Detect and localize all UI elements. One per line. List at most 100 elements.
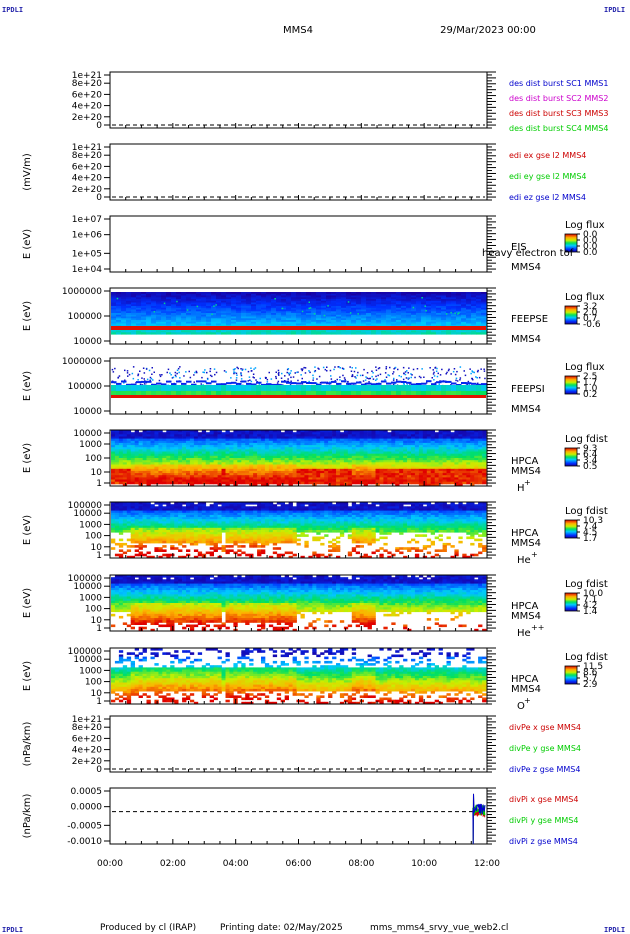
y-tick-label: 8e+20 <box>72 79 103 89</box>
y-tick-label: 0.0000 <box>71 803 103 813</box>
y-tick-label: 100 <box>85 678 102 688</box>
y-tick-label: 2e+20 <box>72 113 103 123</box>
y-tick-label: 1 <box>96 479 102 489</box>
spectrogram-cells <box>111 366 487 398</box>
x-tick-label: 04:00 <box>223 859 249 869</box>
y-tick-label: 1000 <box>79 440 102 450</box>
x-tick-label: 00:00 <box>97 859 123 869</box>
species-charge: + <box>524 696 531 705</box>
y-tick-label: 1000 <box>79 593 102 603</box>
y-tick-label: 10 <box>91 468 103 478</box>
y-tick-label: 1e+06 <box>72 231 103 241</box>
corner-label-bottom-right: IPDLI <box>604 926 625 934</box>
colorbar-title: Log flux <box>565 292 605 303</box>
y-tick-label: 1e+21 <box>72 715 102 725</box>
y-tick-label: 1000000 <box>62 357 102 367</box>
y-axis-label: E (eV) <box>22 661 33 691</box>
y-tick-label: 4e+20 <box>72 102 103 112</box>
y-tick-label: 2e+20 <box>72 185 103 195</box>
colorbar <box>564 592 578 612</box>
x-tick-label: 08:00 <box>348 859 374 869</box>
y-tick-label: 1e+21 <box>72 143 102 153</box>
colorbar-title: Log fdist <box>565 652 608 663</box>
colorbar-tick-label: 0.0 <box>583 242 598 252</box>
y-tick-label: 10000 <box>73 337 102 347</box>
colorbar-tick-label: 5.7 <box>583 674 597 684</box>
panel-11: 0.0005 0.0000 -0.0005 -0.0010 (nPa/km) divPi … <box>22 787 578 847</box>
legend-entry: des dist burst SC3 MMS3 <box>509 109 608 118</box>
colorbar-tick-label: 4.5 <box>583 528 597 538</box>
legend-entry: divPi x gse MMS4 <box>509 795 578 804</box>
instrument-label: HPCA <box>511 674 539 685</box>
y-tick-label: 100000 <box>68 647 103 657</box>
colorbar-tick-label: 8.6 <box>583 668 598 678</box>
colorbar-tick-label: 0.5 <box>583 462 597 472</box>
y-tick-label: 4e+20 <box>72 746 103 756</box>
species-label: heavy electron tof <box>482 248 574 259</box>
panel-frame <box>109 715 488 773</box>
plot-date: 29/Mar/2023 00:00 <box>440 25 536 36</box>
y-tick-label: 10000 <box>73 509 102 519</box>
footer-printing-date: Printing date: 02/May/2025 <box>220 923 343 933</box>
legend-entry: divPe z gse MMS4 <box>509 765 580 774</box>
colorbar <box>564 447 578 467</box>
y-tick-label: 100000 <box>68 574 103 584</box>
y-tick-label: 1e+04 <box>72 265 103 275</box>
colorbar-tick-label: 7.4 <box>583 522 598 532</box>
instrument-label: HPCA <box>511 601 539 612</box>
legend-entry: edi ex gse l2 MMS4 <box>509 151 586 160</box>
y-axis-label: E (eV) <box>22 443 33 473</box>
colorbar-tick-label: 2.5 <box>583 372 597 382</box>
instrument-label: HPCA <box>511 528 539 539</box>
instrument-label: HPCA <box>511 456 539 467</box>
spectrogram-cells <box>111 430 487 487</box>
y-tick-label: 100 <box>85 532 102 542</box>
y-tick-label: 6e+20 <box>72 734 103 744</box>
panel-5: 1000000 100000 10000 E (eV) Log flux2.51.71.… <box>22 357 605 417</box>
x-tick-label: 02:00 <box>160 859 186 869</box>
y-tick-label: 6e+20 <box>72 90 103 100</box>
plot-title: MMS4 <box>283 25 313 36</box>
colorbar-tick-label: 0.2 <box>583 390 597 400</box>
y-tick-label: 10000 <box>73 407 102 417</box>
y-axis-label: E (eV) <box>22 515 33 545</box>
species-symbol: H <box>517 483 525 494</box>
instrument-label: EIS <box>511 242 527 253</box>
colorbar-tick-label: 2.9 <box>583 680 598 690</box>
colorbar-tick-label: 7.1 <box>583 595 597 605</box>
y-tick-label: 100000 <box>68 382 103 392</box>
y-tick-label: 100000 <box>68 501 103 511</box>
footer-produced-by: Produced by cl (IRAP) <box>100 923 196 933</box>
colorbar-tick-label: 10.3 <box>583 516 603 526</box>
legend-entry: divPi z gse MMS4 <box>509 837 578 846</box>
species-symbol: He <box>517 628 531 639</box>
colorbar-tick-label: 2.0 <box>583 308 598 318</box>
x-tick-label: 06:00 <box>286 859 312 869</box>
instrument-label: FEEPSI <box>511 384 545 395</box>
spacecraft-label: MMS4 <box>511 466 541 477</box>
colorbar-tick-label: 3.4 <box>583 456 598 466</box>
y-tick-label: 8e+20 <box>72 151 103 161</box>
spectrogram-cells <box>111 575 487 632</box>
colorbar-title: Log fdist <box>565 506 608 517</box>
colorbar <box>564 665 578 685</box>
colorbar-tick-label: 1.0 <box>583 384 598 394</box>
colorbar-tick-label: 4.2 <box>583 601 597 611</box>
spectrogram-cells <box>111 502 487 559</box>
species-charge: ++ <box>531 623 544 632</box>
y-tick-label: -0.0005 <box>67 821 102 831</box>
legend-entry: divPi y gse MMS4 <box>509 816 578 825</box>
y-tick-label: 10000 <box>73 429 102 439</box>
y-tick-label: -0.0010 <box>67 837 102 847</box>
divpi-series-line <box>472 793 486 845</box>
spectrogram-cells <box>111 648 487 705</box>
y-axis-label: E (eV) <box>22 588 33 618</box>
colorbar-tick-label: 1.7 <box>583 378 597 388</box>
species-charge: + <box>524 478 531 487</box>
time-axis: 00:00 02:00 04:00 06:00 08:00 10:00 12:00 <box>97 859 500 869</box>
y-tick-label: 1e+05 <box>72 249 102 259</box>
